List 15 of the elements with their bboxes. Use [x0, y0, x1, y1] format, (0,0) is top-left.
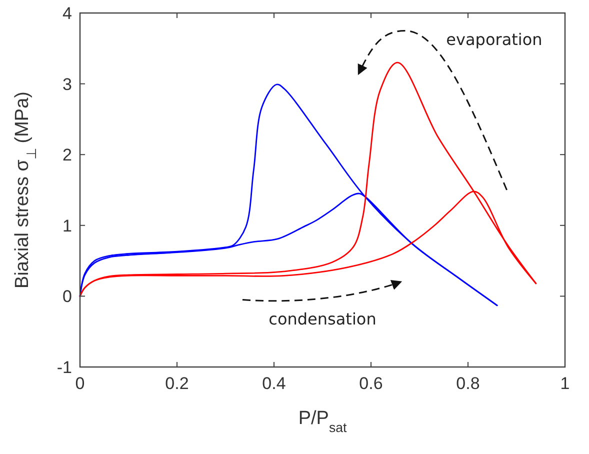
y-tick-label: 4 [62, 4, 72, 23]
x-tick-label: 0.4 [262, 374, 286, 393]
y-tick-label: 1 [62, 216, 72, 236]
annotation: condensation [268, 310, 376, 329]
y-tick-label: -1 [56, 358, 72, 377]
y-tick-label: 0 [62, 287, 72, 306]
x-tick-label: 1 [560, 374, 570, 393]
x-tick-label: 0.6 [359, 374, 383, 393]
x-tick-label: 0 [75, 374, 85, 393]
x-tick-label: 0.8 [456, 374, 480, 393]
x-tick-label: 0.2 [165, 374, 189, 393]
y-tick-label: 3 [62, 74, 72, 94]
y-tick-label: 2 [62, 146, 72, 165]
x-axis-title: P/P$_{sat}$ [298, 408, 347, 434]
annotation: evaporation [446, 30, 542, 49]
